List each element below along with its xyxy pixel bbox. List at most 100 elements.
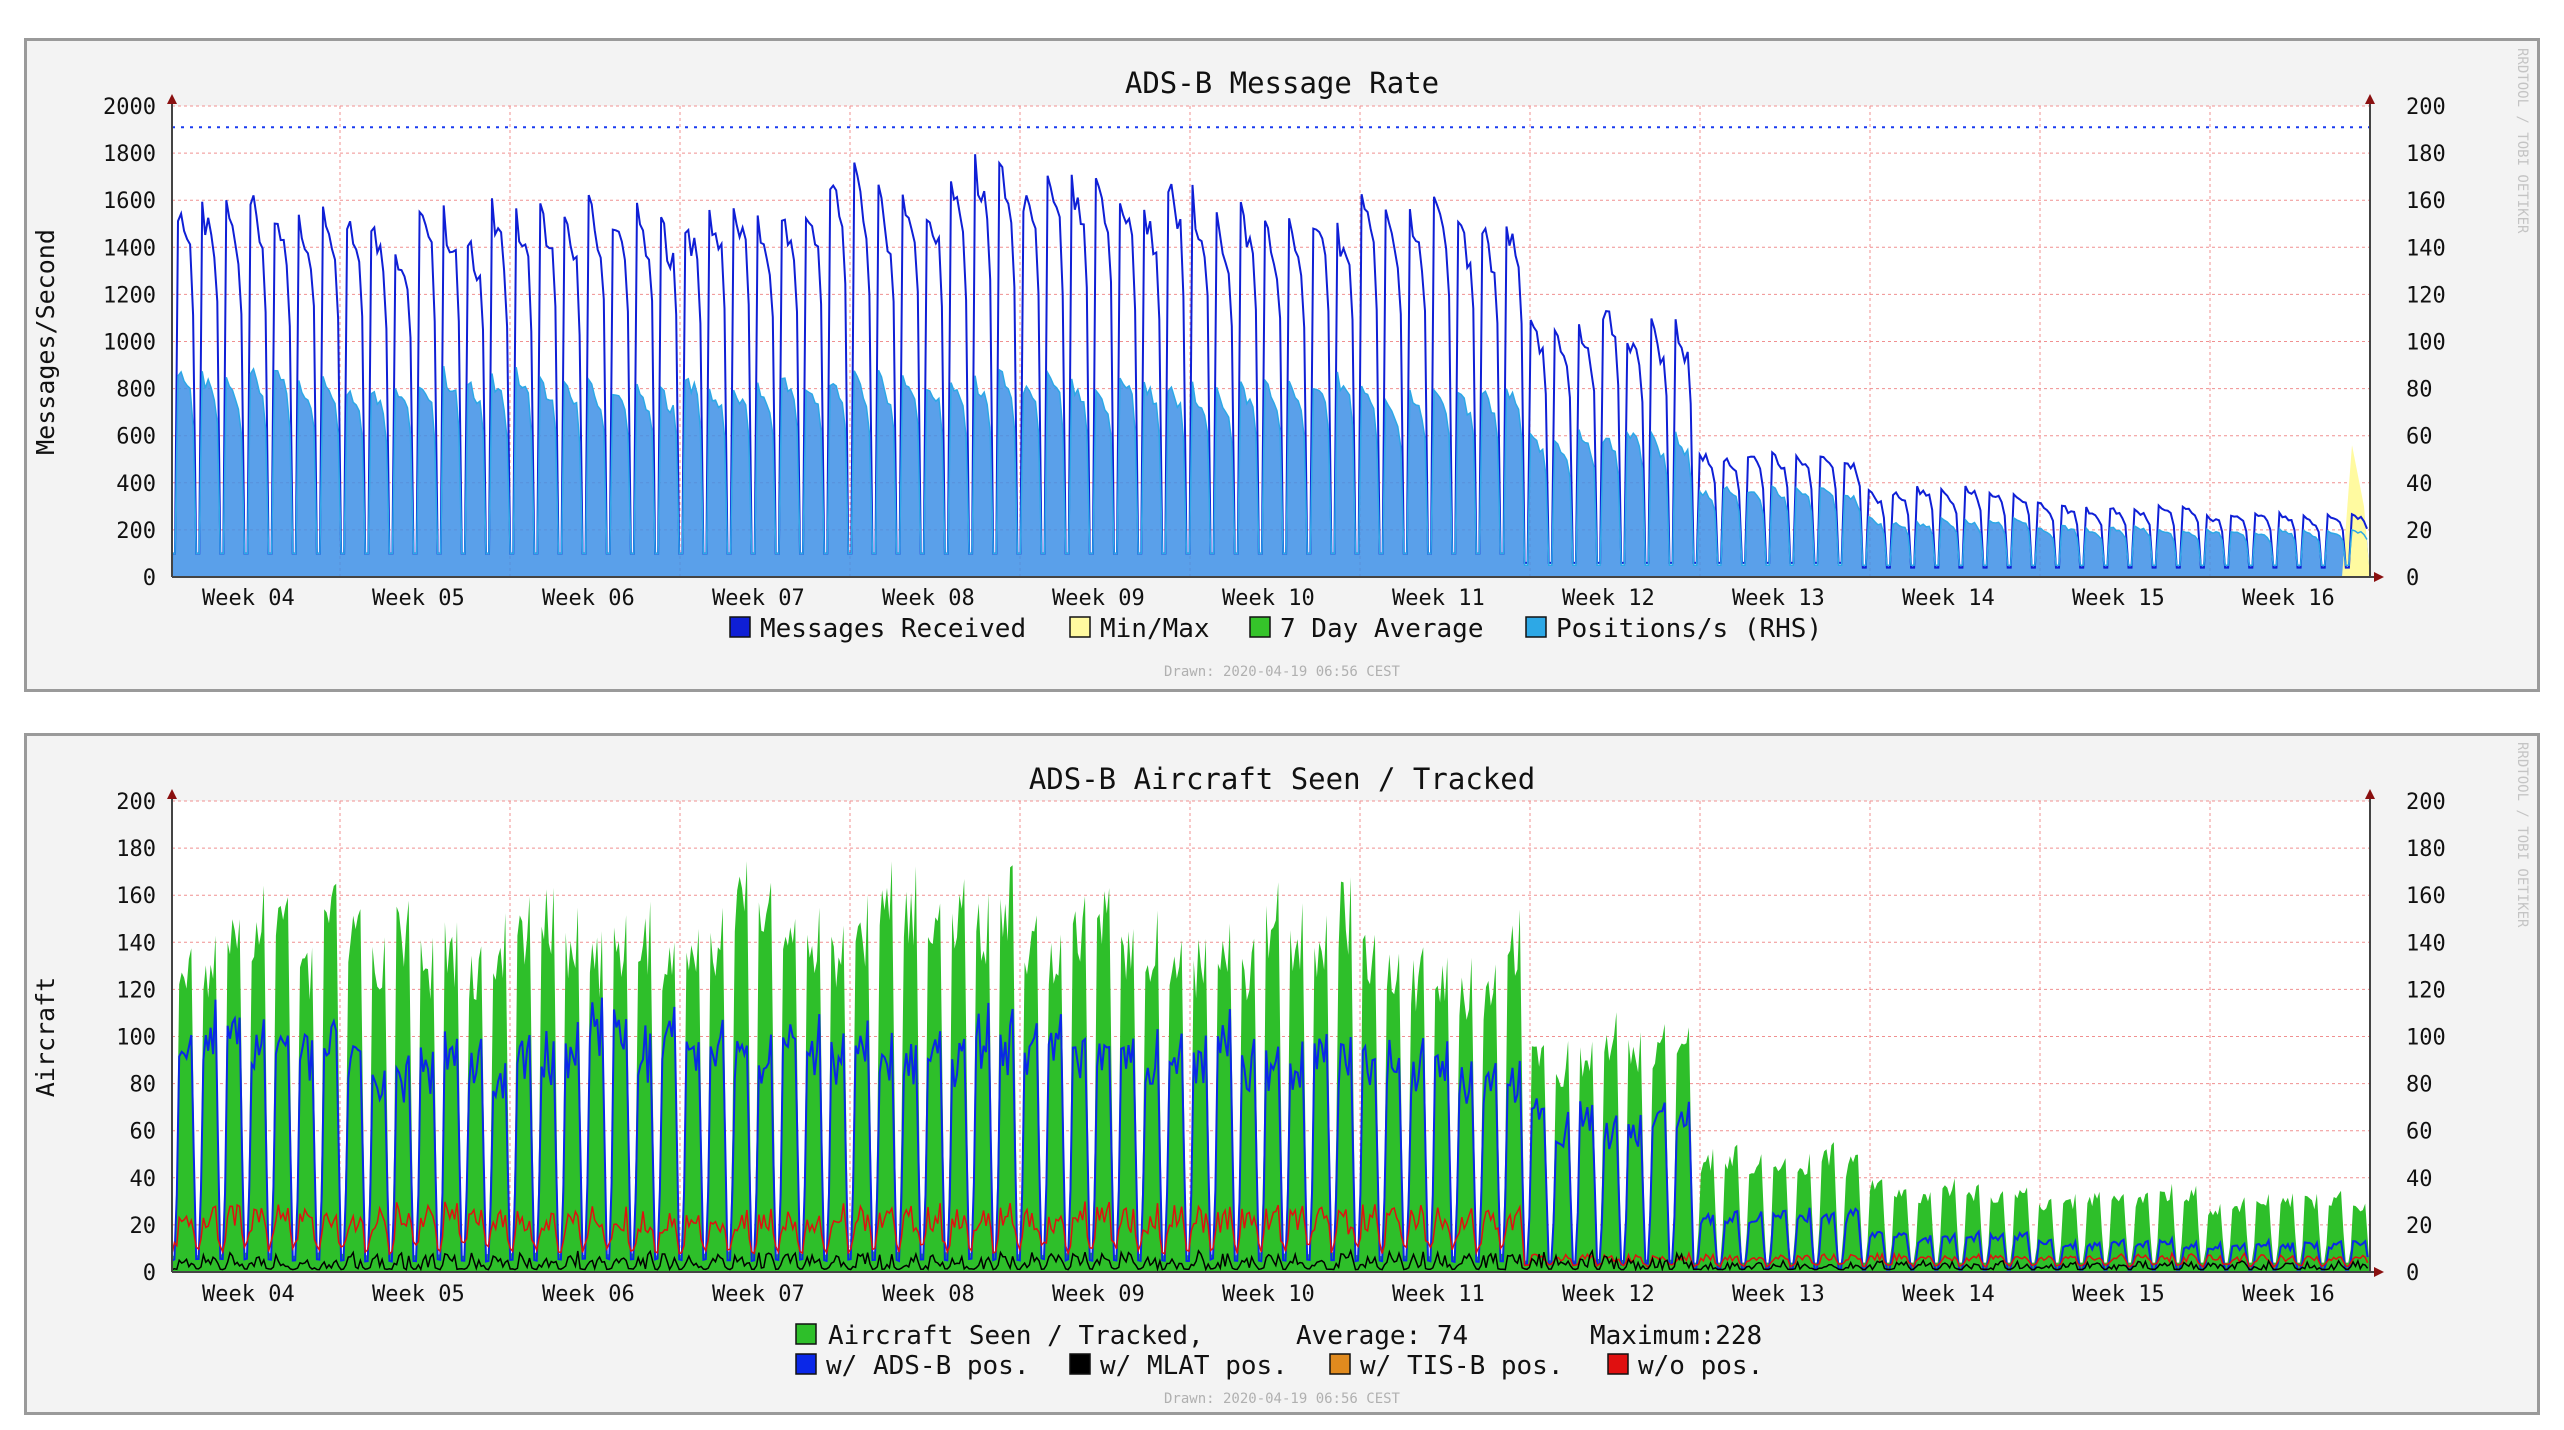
y2-tick-label: 120 [2406,978,2446,1003]
y2-tick-label: 200 [2406,95,2446,120]
chart-marks: 0200400600800100012001400160018002000020… [103,94,2446,1381]
chart-2-axes [167,789,2384,1277]
x-tick-label: Week 11 [1392,586,1485,611]
x-tick-label: Week 05 [372,1282,465,1307]
y-tick-label: 600 [116,425,156,450]
y-tick-label: 0 [143,566,156,591]
chart-1-legend: Messages Received Min/Max 7 Day Average Pos… [729,614,1822,644]
y2-tick-label: 180 [2406,142,2446,167]
x-tick-label: Week 10 [1222,1282,1315,1307]
x-tick-label: Week 07 [712,1282,805,1307]
x-tick-label: Week 14 [1902,586,1995,611]
y2-tick-label: 140 [2406,236,2446,261]
legend-label: Positions/s (RHS) [1556,614,1822,644]
y2-tick-label: 100 [2406,1026,2446,1051]
y-tick-label: 100 [116,1026,156,1051]
x-tick-label: Week 07 [712,586,805,611]
legend-swatch [729,616,751,638]
y2-tick-label: 200 [2406,790,2446,815]
y2-tick-label: 140 [2406,931,2446,956]
y-tick-label: 40 [130,1167,157,1192]
x-tick-label: Week 08 [882,1282,975,1307]
chart-1-watermark: RRDTOOL / TOBI OETIKER [2514,48,2530,234]
x-tick-label: Week 16 [2242,586,2335,611]
legend-swatch [1525,616,1547,638]
x-tick-label: Week 08 [882,586,975,611]
y-tick-label: 140 [116,931,156,956]
chart-2-title: ADS-B Aircraft Seen / Tracked [1029,762,1535,796]
x-tick-label: Week 04 [202,586,295,611]
x-tick-label: Week 06 [542,586,635,611]
chart-1-axes [167,94,2384,582]
y2-tick-label: 80 [2406,378,2433,403]
y2-tick-label: 80 [2406,1073,2433,1098]
legend-swatch [1329,1353,1351,1375]
legend-label: Messages Received [760,614,1026,644]
y-tick-label: 400 [116,472,156,497]
legend-swatch [795,1323,817,1345]
legend-label: w/ ADS-B pos. [826,1351,1030,1381]
chart-1-drawn-timestamp: Drawn: 2020-04-19 06:56 CEST [1164,664,1401,680]
y-tick-label: 2000 [103,95,156,120]
mlat-line [171,1248,2369,1272]
y2-tick-label: 180 [2406,837,2446,862]
x-tick-label: Week 04 [202,1282,295,1307]
chart-1-ylabel: Messages/Second [31,229,60,455]
y2-tick-label: 60 [2406,1120,2433,1145]
y-tick-label: 200 [116,519,156,544]
y-tick-label: 1800 [103,142,156,167]
legend-label: w/ TIS-B pos. [1360,1351,1564,1381]
legend-label: w/ MLAT pos. [1100,1351,1288,1381]
axis-arrow [2365,94,2375,104]
x-tick-label: Week 12 [1562,1282,1655,1307]
chart-1-series [172,126,2370,577]
x-tick-label: Week 12 [1562,586,1655,611]
axis-arrow [2365,789,2375,799]
axis-arrow [2374,1267,2384,1277]
x-tick-label: Week 10 [1222,586,1315,611]
y-tick-label: 160 [116,884,156,909]
legend-swatch [1249,616,1271,638]
chart-2-drawn-timestamp: Drawn: 2020-04-19 06:56 CEST [1164,1391,1401,1407]
x-tick-label: Week 15 [2072,1282,2165,1307]
y-tick-label: 20 [130,1214,157,1239]
y2-tick-label: 120 [2406,283,2446,308]
positions-line [172,365,2368,566]
y2-tick-label: 20 [2406,519,2433,544]
y2-tick-label: 60 [2406,425,2433,450]
legend-label: Aircraft Seen / Tracked, [828,1321,1204,1351]
y2-tick-label: 20 [2406,1214,2433,1239]
y-tick-label: 0 [143,1261,156,1286]
axis-arrow [2374,572,2384,582]
legend-swatch [1607,1353,1629,1375]
x-tick-label: Week 05 [372,586,465,611]
legend-swatch [795,1353,817,1375]
y-tick-label: 1200 [103,283,156,308]
chart-2-series [171,861,2370,1272]
maximum-label: Maximum:228 [1590,1321,1762,1351]
y-tick-label: 1000 [103,331,156,356]
legend-label: 7 Day Average [1280,614,1484,644]
x-tick-label: Week 15 [2072,586,2165,611]
legend-swatch [1069,1353,1091,1375]
legend-swatch [1069,616,1091,638]
y-tick-label: 800 [116,378,156,403]
y2-tick-label: 160 [2406,884,2446,909]
x-tick-label: Week 09 [1052,586,1145,611]
legend-label: w/o pos. [1638,1351,1763,1381]
legend-label: Min/Max [1100,614,1210,644]
y2-tick-label: 160 [2406,189,2446,214]
y-tick-label: 80 [130,1073,157,1098]
y-tick-label: 120 [116,978,156,1003]
x-tick-label: Week 14 [1902,1282,1995,1307]
x-tick-label: Week 06 [542,1282,635,1307]
chart-2-ylabel: Aircraft [31,977,60,1097]
average-label: Average: 74 [1296,1321,1468,1351]
y-tick-label: 180 [116,837,156,862]
y2-tick-label: 0 [2406,566,2419,591]
minmax-area [2342,445,2370,577]
y2-tick-label: 100 [2406,331,2446,356]
axis-arrow [167,94,177,104]
x-tick-label: Week 13 [1732,586,1825,611]
